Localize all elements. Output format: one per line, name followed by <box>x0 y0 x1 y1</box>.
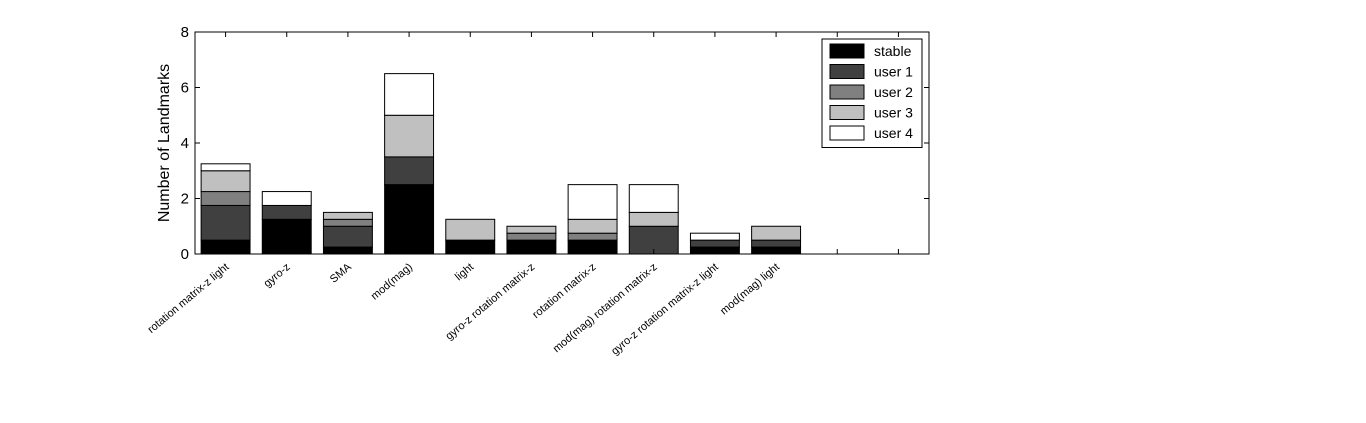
bar-segment-user-3-5 <box>506 225 557 234</box>
bar-segment-user-4-8 <box>689 232 740 241</box>
y-tick-label-2: 4 <box>181 135 189 152</box>
bar-segment-user-4-3 <box>384 73 435 116</box>
bar-segment-user-2-5 <box>506 232 557 241</box>
bar-segment-user-3-9 <box>751 225 802 241</box>
bar-segment-user-4-1 <box>261 191 312 206</box>
bar-segment-user-1-8 <box>689 239 740 248</box>
legend-swatch-user-2 <box>829 84 865 100</box>
bar-segment-user-2-6 <box>567 232 618 241</box>
y-tick-label-1: 2 <box>181 191 189 208</box>
bar-segment-user-3-4 <box>445 218 496 241</box>
bar-segment-user-3-6 <box>567 218 618 234</box>
bar-segment-stable-1 <box>261 218 312 255</box>
legend-swatch-user-4 <box>829 125 865 141</box>
x-tick-label-4: light <box>453 261 476 283</box>
x-tick-label-9: mod(mag) light <box>718 261 782 317</box>
x-tick-label-0: rotation matrix-z light <box>146 261 232 336</box>
y-tick-label-3: 6 <box>181 80 189 97</box>
legend: stable user 1 user 2 user 3 user 4 <box>821 38 923 148</box>
bar-segment-user-4-7 <box>628 184 679 213</box>
bar-segment-user-3-3 <box>384 114 435 158</box>
bar-segment-user-2-2 <box>322 218 373 227</box>
y-axis: 0 2 4 6 8 <box>181 24 929 263</box>
bar-segment-user-1-2 <box>322 225 373 248</box>
legend-label-user-4: user 4 <box>874 125 913 141</box>
x-axis: rotation matrix-z light gyro-z SMA mod(mag)… <box>146 32 899 358</box>
legend-label-stable: stable <box>874 43 912 59</box>
bar-segment-user-4-0 <box>200 163 251 172</box>
x-tick-label-3: mod(mag) <box>369 261 415 302</box>
legend-label-user-1: user 1 <box>874 64 913 80</box>
legend-label-user-2: user 2 <box>874 84 913 100</box>
bar-segment-stable-3 <box>384 184 435 255</box>
bar-segment-user-3-2 <box>322 211 373 220</box>
y-tick-label-4: 8 <box>181 24 189 41</box>
x-tick-label-7: mod(mag) rotation matrix-z <box>551 261 660 355</box>
bar-segment-user-3-7 <box>628 211 679 227</box>
legend-label-user-3: user 3 <box>874 105 913 121</box>
bars-group <box>200 73 802 255</box>
x-tick-label-1: gyro-z <box>262 261 293 290</box>
y-tick-label-0: 0 <box>181 246 189 263</box>
bar-segment-user-2-0 <box>200 191 251 206</box>
bar-segment-user-1-1 <box>261 204 312 220</box>
x-tick-label-6: rotation matrix-z <box>530 261 598 321</box>
x-tick-label-8: gyro-z rotation matrix-z light <box>609 261 721 357</box>
x-tick-label-2: SMA <box>328 261 354 286</box>
bar-segment-user-3-0 <box>200 170 251 193</box>
legend-swatch-user-1 <box>829 64 865 79</box>
bar-segment-user-1-3 <box>384 156 435 186</box>
bar-segment-user-1-0 <box>200 204 251 241</box>
legend-swatch-stable <box>829 43 865 59</box>
legend-swatch-user-3 <box>829 105 865 120</box>
bar-segment-user-1-9 <box>751 239 802 248</box>
y-axis-label: Number of Landmarks <box>156 64 173 222</box>
bar-segment-user-4-6 <box>567 184 618 220</box>
